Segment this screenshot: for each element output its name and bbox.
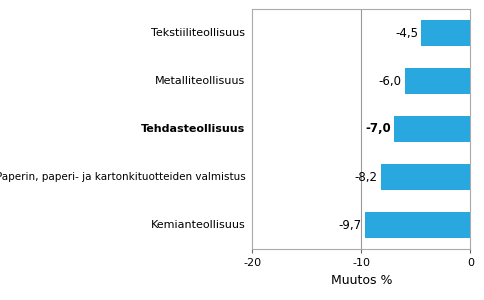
Text: Paperin, paperi- ja kartonkituotteiden valmistus: Paperin, paperi- ja kartonkituotteiden v… [0, 172, 245, 182]
X-axis label: Muutos %: Muutos % [330, 274, 391, 286]
Text: Kemianteollisuus: Kemianteollisuus [150, 220, 245, 230]
Bar [380, 164, 469, 190]
Bar [404, 68, 469, 94]
Bar [421, 20, 469, 46]
Text: -4,5: -4,5 [394, 26, 417, 40]
Text: Metalliteollisuus: Metalliteollisuus [155, 76, 245, 86]
Text: -6,0: -6,0 [378, 74, 401, 88]
Bar [393, 116, 469, 142]
Bar [364, 212, 469, 238]
Text: Tekstiiliteollisuus: Tekstiiliteollisuus [151, 28, 245, 38]
Text: -9,7: -9,7 [337, 218, 361, 232]
Text: -8,2: -8,2 [354, 170, 377, 184]
Text: Tehdasteollisuus: Tehdasteollisuus [141, 124, 245, 134]
Text: -7,0: -7,0 [364, 122, 390, 136]
